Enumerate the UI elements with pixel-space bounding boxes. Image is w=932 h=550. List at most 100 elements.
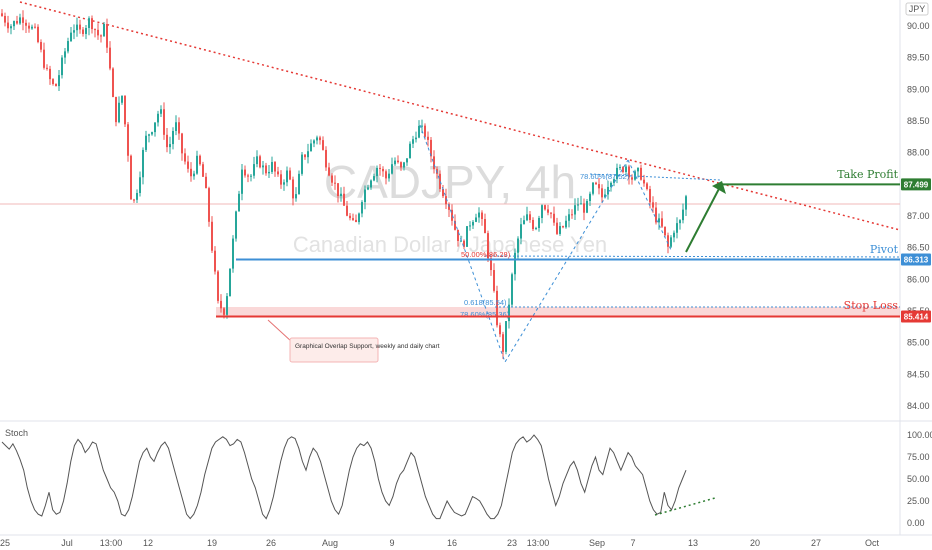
candle-body [478,212,480,218]
candle-body [487,233,489,259]
candle-body [283,182,285,185]
candle-body [601,188,603,198]
candle-body [286,170,288,183]
candle-body [661,218,663,227]
candle-body [409,143,411,159]
candle-body [508,304,510,322]
candle-body [121,95,123,103]
currency-label[interactable]: JPY [909,4,926,14]
level-price-tag-text: 85.414 [904,312,929,321]
candle-body [76,24,78,31]
candle-body [682,209,684,221]
candle-body [628,166,630,178]
candle-body [595,182,597,185]
candle-body [355,219,357,223]
candle-body [658,218,660,223]
candle-body [1,13,3,16]
price-tick-label: 89.00 [907,84,930,94]
candle-body [370,180,372,188]
fib-label-1: 78.60%(87.52) [580,172,630,181]
candle-body [220,300,222,309]
candle-body [361,202,363,214]
candle-body [625,166,627,172]
candle-body [61,57,63,76]
candle-body [343,193,345,206]
stoch-tick-label: 25.00 [907,496,930,506]
time-tick-label: Sep [589,538,605,548]
candle-body [631,177,633,180]
candle-body [637,167,639,172]
candle-body [580,203,582,205]
candle-body [259,156,261,168]
candle-body [169,144,171,148]
candle-body [253,164,255,176]
candle-body [337,183,339,197]
candle-body [118,102,120,123]
candle-body [598,184,600,189]
candle-body [592,182,594,194]
price-tick-label: 90.00 [907,21,930,31]
candle-body [559,226,561,234]
candle-body [235,211,237,239]
candle-body [400,162,402,168]
time-tick-label: 9 [389,538,394,548]
candle-body [427,136,429,140]
candle-body [568,214,570,221]
currency-label-box [905,2,929,16]
candle-body [313,140,315,144]
candle-body [214,250,216,272]
candle-body [562,226,564,228]
candle-body [589,193,591,201]
candle-body [469,225,471,227]
candle-body [115,96,117,123]
candle-body [202,164,204,177]
candle-body [571,214,573,216]
time-axis[interactable]: 25 Jul 13:00 12 19 26 Aug 9 16 23 13:00 Sep 7 13 20 27 O… [0,538,879,548]
candle-body [547,209,549,213]
candle-body [40,42,42,50]
candle-body [502,334,504,352]
candle-body [367,187,369,190]
candle-body [154,122,156,133]
candle-body [655,207,657,223]
candle-body [322,140,324,150]
candle-body [22,17,24,23]
resistance-trendline[interactable] [19,1,901,231]
projection-arrow [685,182,723,253]
level-price-tag-text: 86.313 [904,256,929,265]
candle-body [103,24,105,37]
candle-body [382,168,384,172]
candle-body [64,51,66,58]
candle-body [394,160,396,165]
candle-body [358,213,360,223]
time-tick-label: 13:00 [527,538,550,548]
candle-body [70,32,72,42]
candle-body [466,226,468,247]
candle-body [379,167,381,169]
annotation-pointer [267,319,293,343]
fib-label-2: 50.00%(86.28) [461,250,511,259]
candle-body [25,22,27,26]
candle-body [556,222,558,234]
stoch-tick-label: 50.00 [907,474,930,484]
candle-body [430,139,432,157]
candle-body [412,139,414,144]
candle-body [649,189,651,203]
price-tick-label: 88.50 [907,116,930,126]
candle-body [181,133,183,154]
candle-body [244,169,246,176]
time-tick-label: 26 [266,538,276,548]
candle-body [289,170,291,180]
price-levels[interactable]: Take Profit 87.499 Pivot 86.313 Stop Loss 85.… [216,168,931,323]
fib-guide-1 [589,173,721,181]
level-price-tag [901,310,931,323]
candle-body [298,173,300,195]
price-axis[interactable]: 90.0089.5089.0088.5088.0087.5087.0086.50… [907,21,930,411]
candle-body [280,174,282,185]
time-tick-label: 16 [447,538,457,548]
stoch-label: Stoch [5,428,28,438]
candle-body [328,167,330,176]
candle-body [277,171,279,175]
candle-body [340,193,342,197]
